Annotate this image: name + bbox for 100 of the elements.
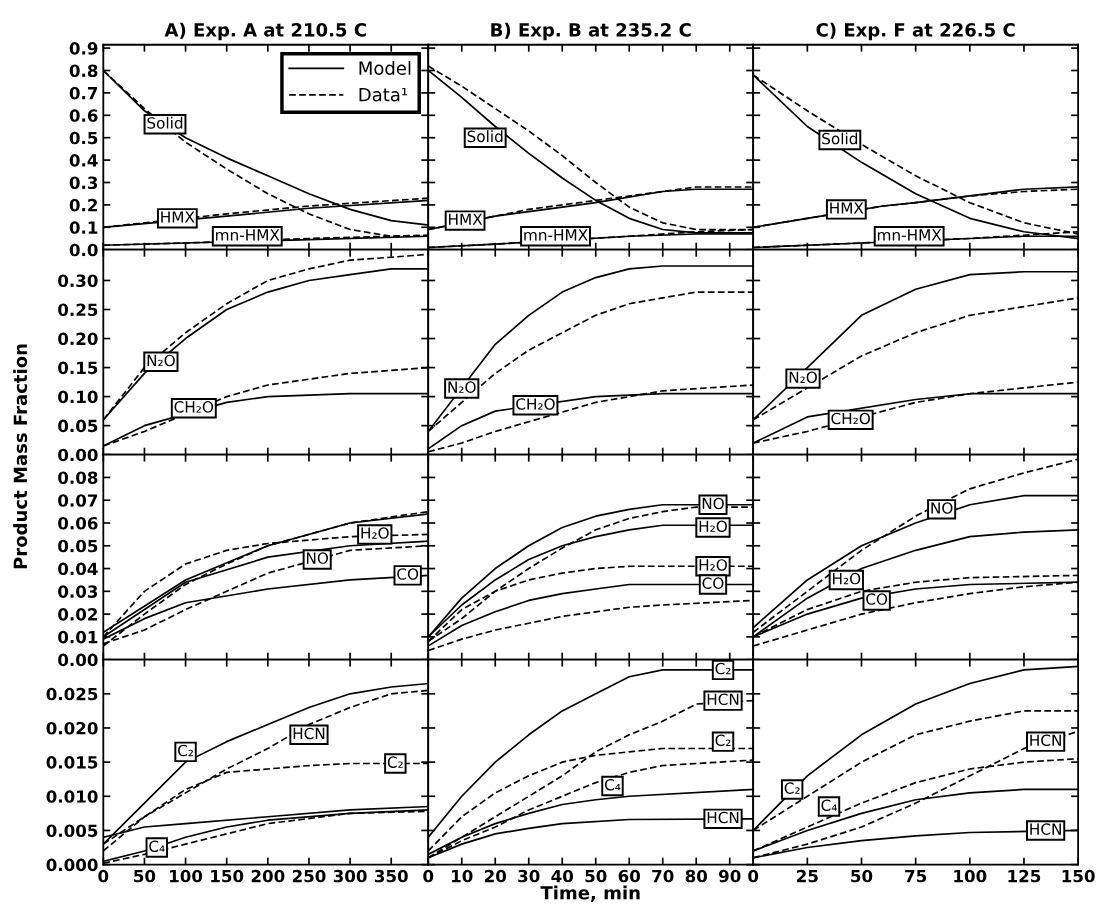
x-tick-label: 50	[851, 869, 873, 883]
annotation: H₂O	[361, 527, 389, 539]
annotation: mn-HMX	[216, 229, 280, 241]
x-tick-label: 70	[652, 869, 674, 883]
y-tick-label: 0.08	[58, 471, 98, 485]
annotation: N₂O	[147, 354, 175, 367]
x-tick-label: 50	[134, 869, 156, 883]
y-tick-label: 0.3	[69, 176, 98, 190]
annotation: C₂	[715, 734, 731, 747]
x-tick-label: 50	[585, 869, 607, 883]
y-tick-label: 0.00	[58, 448, 98, 462]
y-tick-label: 0.8	[69, 64, 98, 78]
y-tick-label: 0.20	[58, 332, 98, 346]
x-tick-label: 200	[251, 869, 285, 883]
y-tick-label: 0.03	[58, 585, 98, 598]
y-tick-label: 0.5	[69, 131, 98, 145]
annotation: N₂O	[448, 381, 476, 393]
annotation: HCN	[1030, 734, 1061, 747]
y-tick-label: 0.05	[58, 539, 98, 553]
annotation: CO	[866, 593, 888, 605]
annotation: HMX	[830, 202, 864, 214]
annotation: CO	[702, 577, 724, 589]
y-tick-label: 0.04	[58, 562, 98, 576]
x-tick-label: 80	[685, 869, 708, 883]
annotation: mn-HMX	[524, 229, 588, 241]
annotation: C₄	[821, 799, 837, 811]
x-tick-label: 60	[618, 869, 641, 883]
x-tick-label: 150	[211, 869, 244, 883]
y-tick-label: 0.000	[46, 858, 98, 872]
x-tick-label: 350	[374, 869, 408, 883]
y-tick-label: 0.1	[69, 221, 98, 234]
y-tick-label: 0.2	[69, 198, 97, 212]
chart-title: C) Exp. F at 226.5 C	[816, 22, 1015, 41]
annotation: Solid	[147, 116, 183, 129]
x-tick-label: 150	[1062, 869, 1095, 883]
x-tick-label: 100	[170, 869, 203, 883]
annotation: HCN	[1030, 823, 1061, 835]
annotation: HCN	[293, 727, 325, 740]
x-tick-label: 100	[954, 869, 987, 883]
y-tick-label: 0.020	[46, 721, 98, 735]
y-tick-label: 0.15	[58, 361, 98, 375]
x-tick-label: 20	[484, 869, 507, 883]
annotation: Solid	[467, 130, 503, 143]
y-tick-label: 0.06	[58, 516, 98, 530]
y-tick-label: 0.005	[46, 824, 98, 838]
x-axis-title: Time, min	[540, 885, 640, 902]
annotation: C₂	[784, 782, 800, 794]
annotation: HCN	[707, 693, 739, 706]
y-tick-label: 0.0	[69, 243, 98, 257]
annotation: C₂	[387, 756, 403, 768]
x-tick-label: 300	[333, 869, 367, 883]
annotation: NO	[306, 552, 329, 564]
annotation: C₄	[149, 840, 165, 852]
y-tick-label: 0.30	[58, 274, 98, 288]
annotation: C₂	[715, 662, 731, 675]
x-tick-label: 0	[748, 869, 759, 883]
annotation: HMX	[161, 211, 195, 223]
chart-title: A) Exp. A at 210.5 C	[164, 22, 366, 41]
legend-label: Model	[359, 60, 411, 75]
annotation: CH₂O	[516, 398, 555, 410]
annotation: H₂O	[699, 520, 727, 532]
annotation: C₄	[604, 778, 621, 791]
annotation: CH₂O	[174, 401, 214, 413]
y-tick-label: 0.07	[58, 494, 98, 507]
annotation: N₂O	[789, 371, 817, 384]
annotation: HMX	[449, 213, 483, 225]
annotation: H₂O	[699, 559, 727, 571]
annotation: NO	[702, 497, 724, 510]
legend-label: Data¹	[359, 87, 408, 102]
y-tick-label: 0.015	[46, 756, 98, 769]
y-tick-label: 0.6	[69, 109, 98, 122]
y-tick-label: 0.7	[69, 86, 98, 100]
annotation: NO	[931, 502, 953, 514]
y-axis-title: Product Mass Fraction	[13, 344, 28, 569]
y-tick-label: 0.10	[58, 390, 98, 404]
x-tick-label: 25	[797, 869, 818, 883]
y-tick-label: 0.9	[69, 42, 98, 55]
annotation: CO	[397, 568, 419, 580]
x-tick-label: 30	[518, 869, 540, 883]
x-tick-label: 90	[719, 869, 741, 883]
x-tick-label: 0	[98, 869, 109, 883]
x-tick-label: 250	[292, 869, 326, 883]
annotation: H₂O	[833, 572, 861, 585]
y-tick-label: 0.25	[58, 303, 98, 317]
annotation: Solid	[822, 132, 858, 145]
chart-title: B) Exp. B at 235.2 C	[491, 22, 691, 41]
y-tick-label: 0.01	[58, 630, 98, 644]
x-tick-label: 75	[905, 869, 927, 883]
y-tick-label: 0.4	[69, 154, 98, 167]
y-tick-label: 0.025	[46, 687, 98, 701]
annotation: mn-HMX	[877, 229, 942, 241]
x-tick-label: 0	[423, 869, 434, 883]
annotation: HCN	[707, 811, 739, 824]
y-tick-label: 0.00	[58, 653, 98, 667]
y-tick-label: 0.010	[46, 790, 98, 803]
y-tick-label: 0.02	[58, 608, 97, 621]
x-tick-label: 125	[1008, 869, 1041, 883]
annotation: C₂	[178, 744, 193, 757]
x-tick-label: 10	[452, 869, 473, 883]
annotation: CH₂O	[831, 412, 870, 425]
